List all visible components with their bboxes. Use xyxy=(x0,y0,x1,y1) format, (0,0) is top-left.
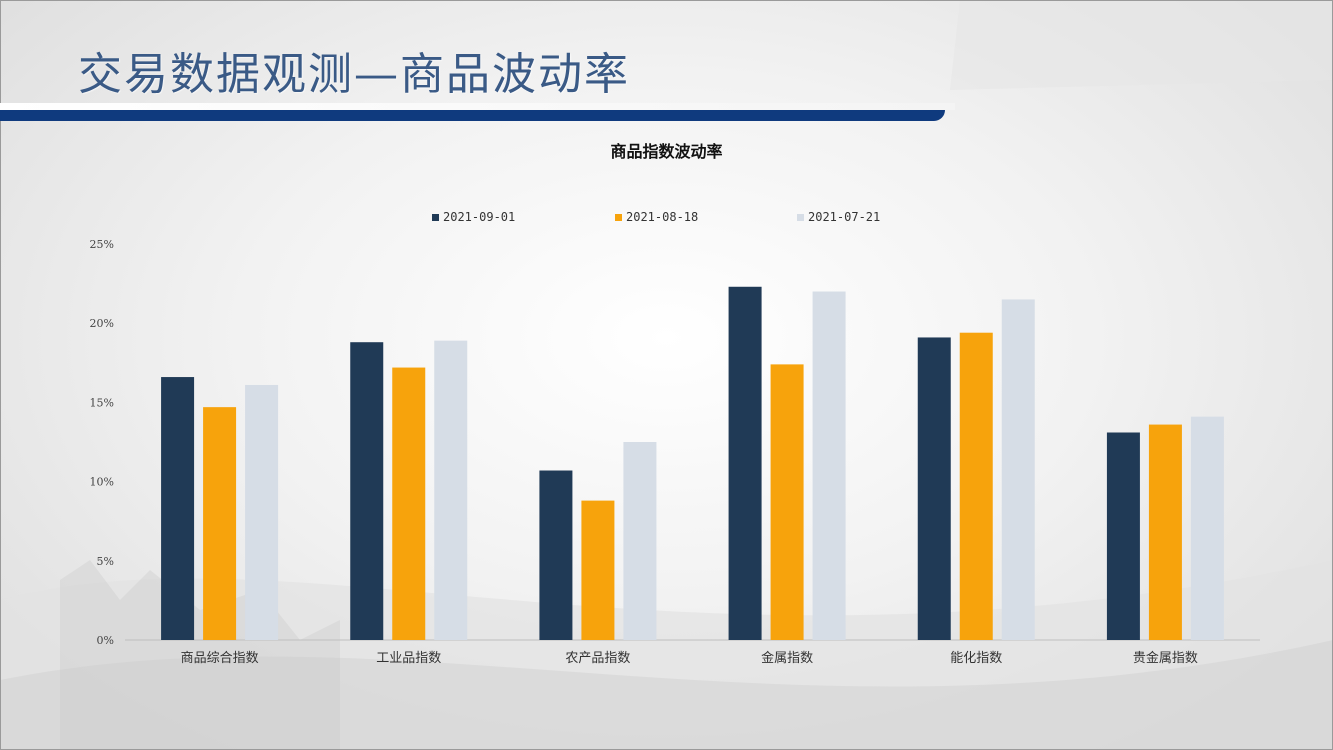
chart-legend: 2021-09-01 2021-08-18 2021-07-21 xyxy=(0,210,1333,228)
y-tick-label: 25% xyxy=(90,238,114,251)
bar-series-1 xyxy=(917,337,951,640)
x-category-label: 贵金属指数 xyxy=(1133,650,1198,666)
bar-series-2 xyxy=(203,407,237,640)
bar-series-1 xyxy=(539,470,573,640)
bar-series-2 xyxy=(770,364,804,640)
bar-series-1 xyxy=(728,286,762,640)
y-tick-label: 15% xyxy=(90,396,114,409)
legend-swatch-series-1 xyxy=(432,213,439,221)
bar-series-3 xyxy=(1001,299,1035,640)
bar-series-1 xyxy=(1106,432,1140,640)
title-underline-bar xyxy=(0,110,945,121)
x-category-label: 工业品指数 xyxy=(376,651,441,666)
legend-item-series-1: 2021-09-01 xyxy=(432,210,515,224)
bar-series-2 xyxy=(581,500,615,640)
x-category-label: 商品综合指数 xyxy=(181,651,259,666)
bar-series-2 xyxy=(959,332,993,640)
x-category-label: 金属指数 xyxy=(761,650,813,666)
chart-title: 商品指数波动率 xyxy=(610,142,723,161)
y-tick-label: 20% xyxy=(90,317,114,330)
bar-series-3 xyxy=(245,384,279,640)
legend-swatch-series-3 xyxy=(797,213,804,221)
legend-swatch-series-2 xyxy=(615,213,622,221)
bar-series-3 xyxy=(623,442,657,640)
bar-series-3 xyxy=(434,340,468,640)
bar-series-1 xyxy=(161,377,195,640)
x-category-label: 农产品指数 xyxy=(565,651,630,666)
bar-series-2 xyxy=(1148,424,1182,640)
legend-label-series-3: 2021-07-21 xyxy=(808,210,881,224)
y-tick-label: 10% xyxy=(90,476,114,489)
legend-item-series-3: 2021-07-21 xyxy=(797,210,880,224)
title-underline-highlight xyxy=(0,103,955,110)
bar-series-3 xyxy=(812,291,846,640)
bar-series-2 xyxy=(392,367,426,640)
page-title: 交易数据观测—商品波动率 xyxy=(78,49,630,100)
legend-label-series-1: 2021-09-01 xyxy=(443,210,516,224)
legend-label-series-2: 2021-08-18 xyxy=(626,210,699,224)
legend-item-series-2: 2021-08-18 xyxy=(615,210,698,224)
y-tick-label: 5% xyxy=(97,555,114,568)
bar-series-1 xyxy=(350,342,384,640)
bar-series-3 xyxy=(1190,416,1224,640)
x-category-label: 能化指数 xyxy=(950,651,1002,666)
y-tick-label: 0% xyxy=(97,634,114,647)
